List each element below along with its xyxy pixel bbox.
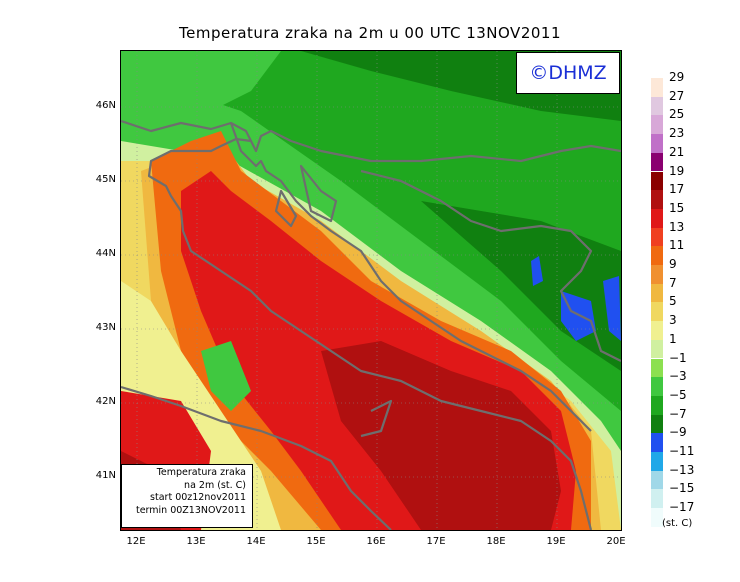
legend-label: 27 <box>669 88 685 103</box>
legend-label: 17 <box>669 182 685 197</box>
legend-label: 11 <box>669 238 685 253</box>
legend-swatch <box>651 395 663 415</box>
lon-label-12e: 12E <box>126 536 146 547</box>
lon-label-19e: 19E <box>546 536 566 547</box>
legend-label: −5 <box>669 387 687 402</box>
legend-label: 25 <box>669 107 685 122</box>
legend-swatch <box>651 208 663 228</box>
legend-swatch <box>651 414 663 434</box>
legend-swatch <box>651 190 663 209</box>
legend-label: −13 <box>669 462 695 477</box>
info-line-3: start 00z12nov2011 <box>150 492 246 503</box>
graticule <box>121 51 621 530</box>
legend-label: 15 <box>669 200 685 215</box>
lon-label-13e: 13E <box>186 536 206 547</box>
dhmz-logo: ©DHMZ <box>516 52 620 94</box>
legend-label: −7 <box>669 406 687 421</box>
legend-label: 5 <box>669 294 677 309</box>
legend-label: −17 <box>669 500 695 515</box>
legend-label: 23 <box>669 126 685 141</box>
info-line-1: Temperatura zraka <box>156 467 246 478</box>
legend-label: 1 <box>669 331 677 346</box>
legend-label: −1 <box>669 350 687 365</box>
legend-label: 13 <box>669 219 685 234</box>
legend-label: 19 <box>669 163 685 178</box>
map-canvas <box>121 51 621 530</box>
lon-label-14e: 14E <box>246 536 266 547</box>
lon-label-20e: 20E <box>606 536 626 547</box>
legend-swatch <box>651 508 663 527</box>
legend-label: 3 <box>669 313 677 328</box>
legend-swatch <box>651 452 663 471</box>
info-line-2: na 2m (st. C) <box>184 479 246 491</box>
legend-swatch <box>651 321 663 340</box>
po-valley-mild <box>121 51 281 131</box>
legend-label: 9 <box>669 257 677 271</box>
legend-swatch <box>651 78 663 97</box>
legend-swatch <box>651 115 663 135</box>
legend-swatch <box>651 377 663 396</box>
info-box: Temperatura zraka na 2m (st. C) start 00… <box>121 464 253 528</box>
legend-swatch <box>651 433 663 452</box>
cold-spot-1 <box>531 256 543 286</box>
legend-swatch <box>651 227 663 247</box>
lat-label-43n: 43N <box>95 322 116 333</box>
legend-swatch <box>651 134 663 153</box>
cold-spot-3 <box>603 276 621 341</box>
legend-label: 7 <box>669 275 677 290</box>
temperature-map[interactable] <box>120 50 622 531</box>
lon-label-15e: 15E <box>306 536 326 547</box>
legend-swatch <box>651 265 663 284</box>
legend-swatch <box>651 339 663 359</box>
legend-swatch <box>651 489 663 509</box>
cold-spot-2 <box>561 291 596 341</box>
map-title: Temperatura zraka na 2m u 00 UTC 13NOV20… <box>178 24 561 42</box>
lat-label-46n: 46N <box>95 100 116 111</box>
info-line-4: termin 00Z13NOV2011 <box>135 504 246 516</box>
legend-label: −15 <box>669 481 695 496</box>
legend-label: 29 <box>669 70 685 84</box>
legend-swatch <box>651 283 663 303</box>
lon-label-18e: 18E <box>486 536 506 547</box>
legend-swatch <box>651 152 663 172</box>
apennine-cold <box>201 341 251 411</box>
lat-label-41n: 41N <box>95 470 116 481</box>
lat-label-45n: 45N <box>95 174 116 185</box>
legend-swatch <box>651 358 663 378</box>
legend-unit: (st. C) <box>662 518 693 529</box>
coastlines <box>121 119 621 530</box>
legend-swatch <box>651 171 663 191</box>
legend-label: −9 <box>669 425 687 440</box>
legend-swatch <box>651 246 663 265</box>
legend-label: 21 <box>669 144 685 159</box>
legend-label: −3 <box>669 369 687 384</box>
lon-label-16e: 16E <box>366 536 386 547</box>
legend-swatch <box>651 96 663 116</box>
lat-label-44n: 44N <box>95 248 116 259</box>
legend-swatch <box>651 302 663 322</box>
south-adriatic-hot <box>321 341 561 530</box>
legend-label: −11 <box>669 444 695 458</box>
lat-label-42n: 42N <box>95 396 116 407</box>
legend-swatch <box>651 470 663 490</box>
lon-label-17e: 17E <box>426 536 446 547</box>
